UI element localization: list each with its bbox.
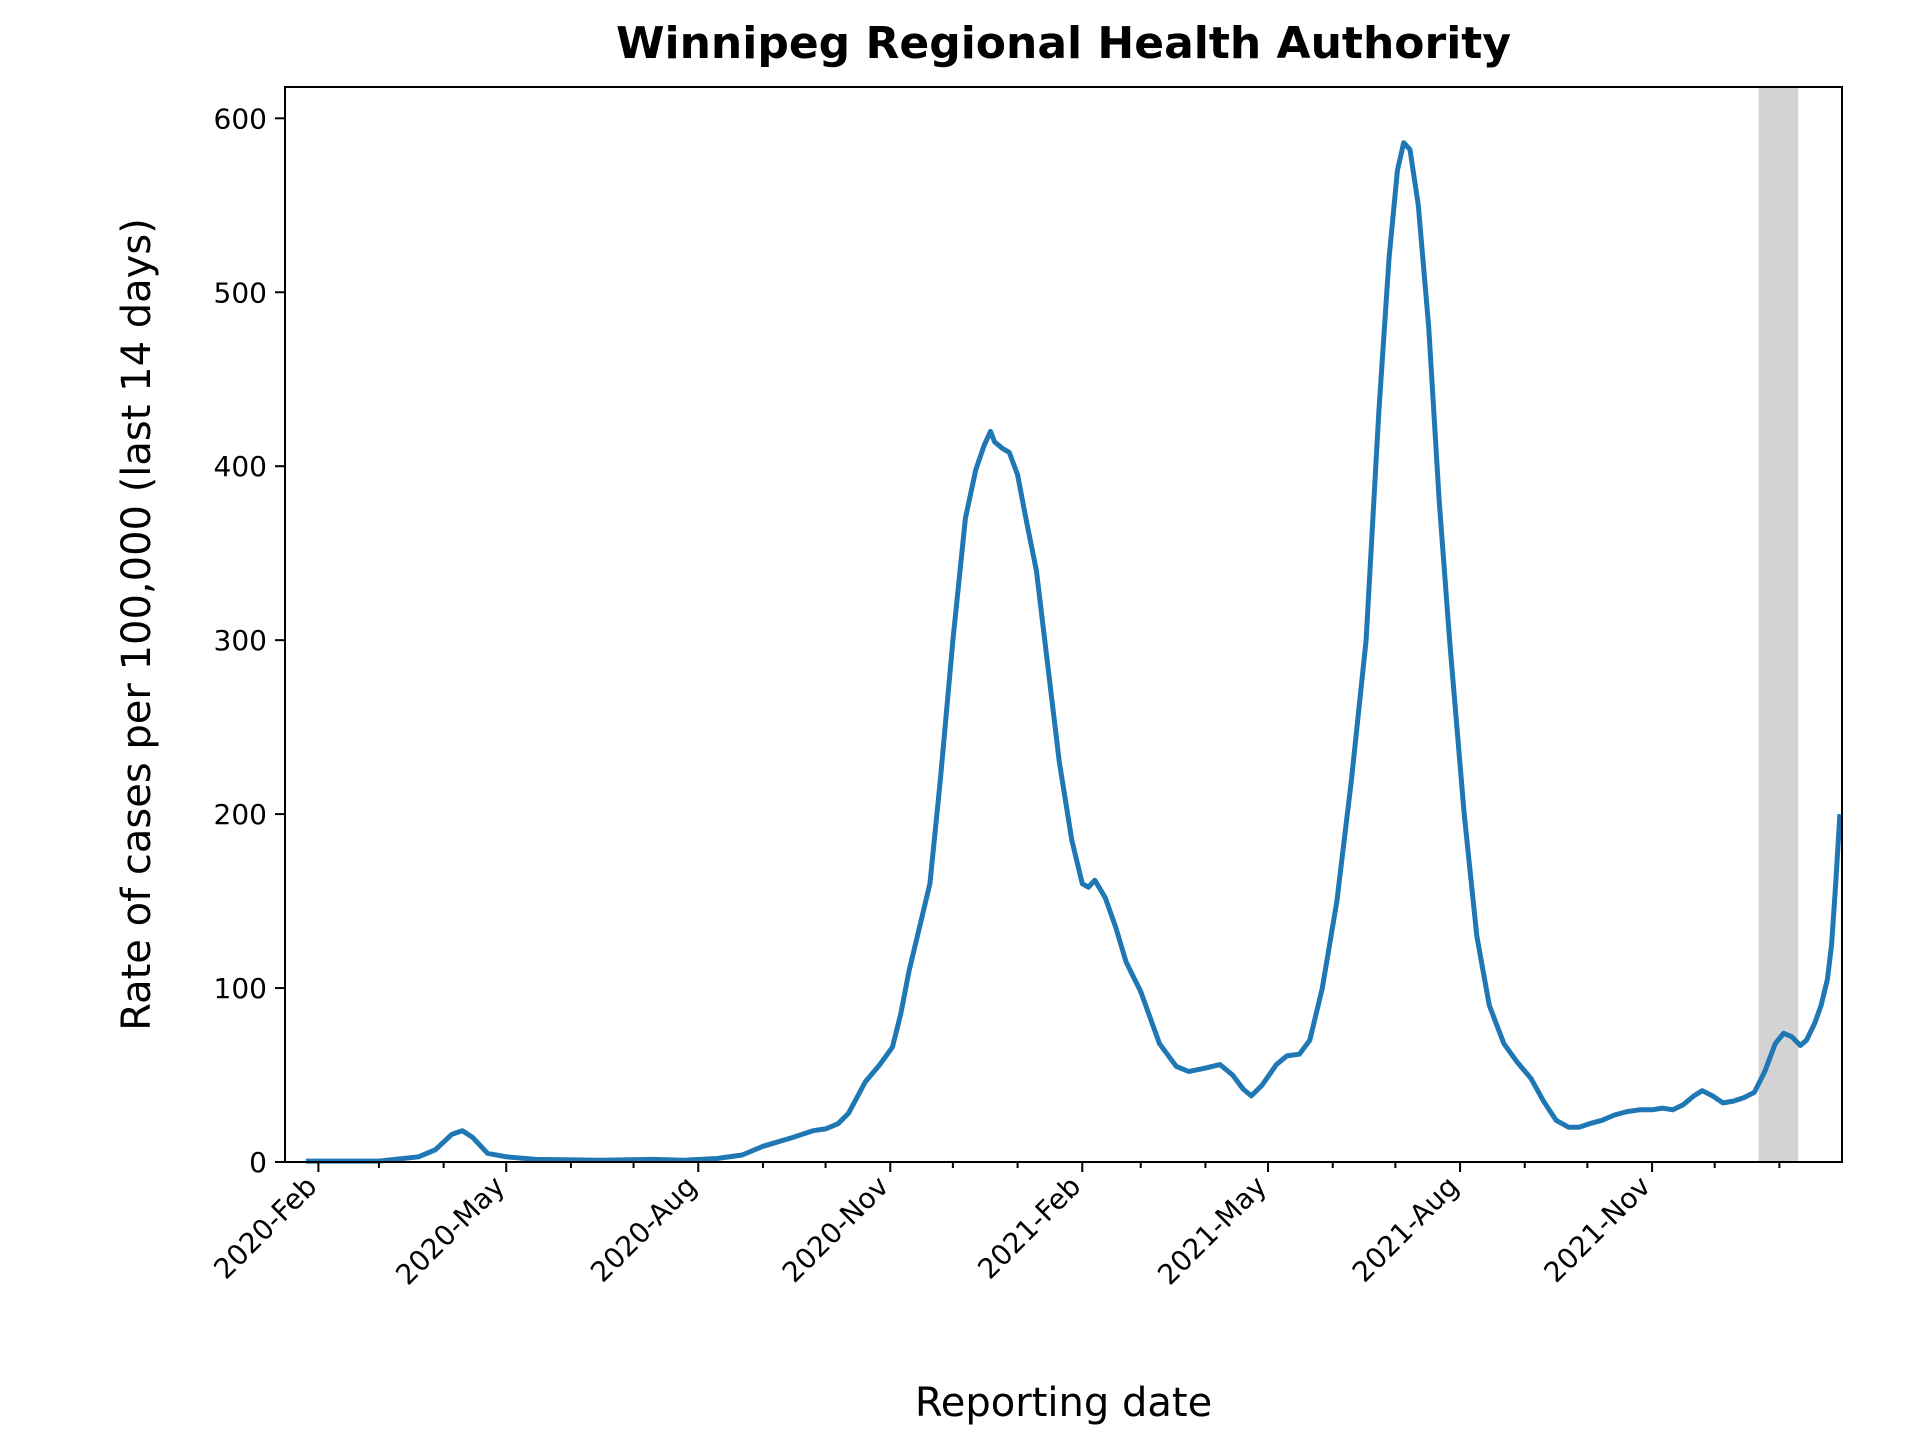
y-tick-label: 600	[214, 102, 267, 135]
series-line-0	[305, 140, 1843, 1164]
y-tick-label: 500	[214, 276, 267, 309]
y-axis-title: Rate of cases per 100,000 (last 14 days)	[114, 218, 160, 1031]
y-tick-label: 100	[214, 972, 267, 1005]
plot-frame	[284, 86, 1843, 1163]
y-tick-label: 400	[214, 450, 267, 483]
y-tick-label: 0	[249, 1146, 267, 1179]
x-axis-title: Reporting date	[915, 1380, 1212, 1426]
chart-title: Winnipeg Regional Health Authority	[616, 18, 1511, 69]
y-tick-label: 200	[214, 798, 267, 831]
y-tick-label: 300	[214, 624, 267, 657]
plot-layer	[305, 87, 1843, 1164]
shaded-region	[1758, 87, 1799, 1162]
